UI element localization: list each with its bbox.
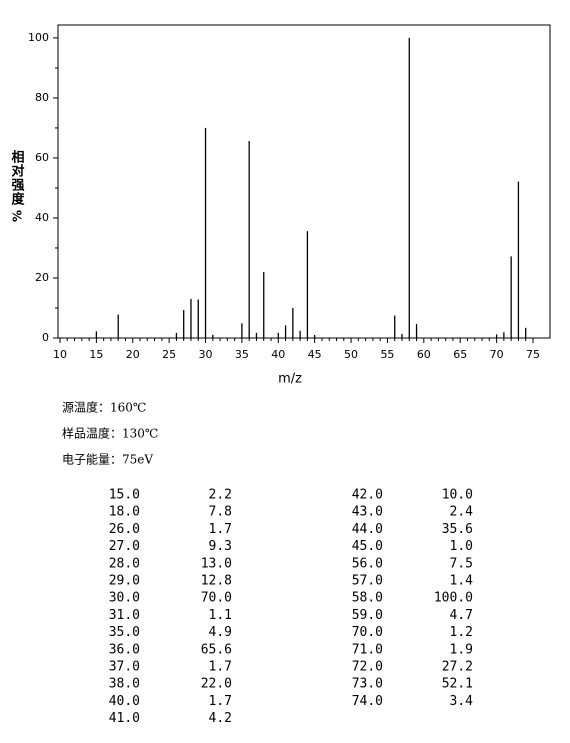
- y-tick-label: 60: [35, 151, 49, 164]
- mz-cell: 45.0: [352, 539, 383, 554]
- mz-cell: 71.0: [352, 642, 383, 657]
- x-tick-label: 70: [490, 348, 504, 361]
- x-tick-label: 60: [417, 348, 431, 361]
- mz-cell: 57.0: [352, 574, 383, 589]
- y-tick-label: 0: [42, 331, 49, 344]
- plot-frame: [57, 24, 551, 339]
- intensity-cell: 1.7: [209, 660, 232, 675]
- mz-cell: 26.0: [109, 522, 140, 537]
- intensity-cell: 65.6: [201, 642, 232, 657]
- intensity-cell: 1.2: [450, 625, 473, 640]
- mz-cell: 44.0: [352, 522, 383, 537]
- mz-cell: 70.0: [352, 625, 383, 640]
- intensity-cell: 10.0: [442, 488, 473, 503]
- mz-cell: 28.0: [109, 556, 140, 571]
- mz-cell: 74.0: [352, 694, 383, 709]
- info-line: 电子能量：75eV: [62, 453, 153, 467]
- intensity-cell: 100.0: [434, 591, 473, 606]
- x-tick-label: 30: [199, 348, 213, 361]
- intensity-cell: 2.4: [450, 505, 474, 520]
- x-tick-label: 25: [162, 348, 176, 361]
- intensity-cell: 12.8: [201, 574, 232, 589]
- y-tick-label: 100: [28, 31, 49, 44]
- y-axis-label-unit: %: [11, 210, 25, 222]
- intensity-cell: 52.1: [442, 677, 473, 692]
- y-axis-label: 强: [11, 179, 24, 194]
- intensity-cell: 1.7: [209, 694, 232, 709]
- intensity-cell: 2.2: [209, 488, 232, 503]
- intensity-cell: 35.6: [442, 522, 473, 537]
- intensity-cell: 22.0: [201, 677, 232, 692]
- mz-cell: 58.0: [352, 591, 383, 606]
- mz-cell: 29.0: [109, 574, 140, 589]
- mz-cell: 27.0: [109, 539, 140, 554]
- mz-cell: 38.0: [109, 677, 140, 692]
- mz-cell: 43.0: [352, 505, 383, 520]
- mz-cell: 72.0: [352, 660, 383, 675]
- info-line: 样品温度：130℃: [62, 426, 158, 441]
- mz-cell: 36.0: [109, 642, 140, 657]
- y-tick-label: 20: [35, 271, 49, 284]
- x-tick-label: 55: [380, 348, 394, 361]
- intensity-cell: 9.3: [209, 539, 232, 554]
- intensity-cell: 13.0: [201, 556, 232, 571]
- mz-cell: 42.0: [352, 488, 383, 503]
- x-tick-label: 10: [53, 348, 67, 361]
- mz-cell: 35.0: [109, 625, 140, 640]
- x-tick-label: 65: [453, 348, 467, 361]
- intensity-cell: 4.2: [209, 711, 232, 726]
- intensity-cell: 4.7: [450, 608, 473, 623]
- intensity-cell: 7.8: [209, 505, 232, 520]
- y-tick-label: 40: [35, 211, 49, 224]
- y-axis-label: 度: [11, 192, 25, 208]
- y-axis-label: 相: [11, 150, 24, 166]
- mz-cell: 18.0: [109, 505, 140, 520]
- intensity-cell: 1.7: [209, 522, 232, 537]
- x-tick-label: 75: [526, 348, 540, 361]
- intensity-cell: 7.5: [450, 556, 473, 571]
- x-tick-label: 50: [344, 348, 358, 361]
- mz-cell: 73.0: [352, 677, 383, 692]
- intensity-cell: 1.4: [450, 574, 474, 589]
- intensity-cell: 1.9: [450, 642, 473, 657]
- intensity-cell: 4.9: [209, 625, 232, 640]
- intensity-cell: 1.1: [209, 608, 232, 623]
- x-tick-label: 20: [126, 348, 140, 361]
- x-tick-label: 35: [235, 348, 249, 361]
- intensity-cell: 1.0: [450, 539, 473, 554]
- info-line: 源温度：160℃: [62, 400, 146, 415]
- mz-cell: 37.0: [109, 660, 140, 675]
- mz-cell: 41.0: [109, 711, 140, 726]
- mz-cell: 31.0: [109, 608, 140, 623]
- mz-cell: 56.0: [352, 556, 383, 571]
- intensity-cell: 70.0: [201, 591, 232, 606]
- x-tick-label: 40: [271, 348, 285, 361]
- x-axis-label: m/z: [278, 372, 302, 387]
- intensity-cell: 27.2: [442, 660, 473, 675]
- y-tick-label: 80: [35, 91, 49, 104]
- y-axis-label: 对: [11, 164, 24, 180]
- x-tick-label: 15: [89, 348, 103, 361]
- mz-cell: 15.0: [109, 488, 140, 503]
- mz-cell: 59.0: [352, 608, 383, 623]
- mz-cell: 40.0: [109, 694, 140, 709]
- x-tick-label: 45: [308, 348, 322, 361]
- intensity-cell: 3.4: [450, 694, 474, 709]
- mz-cell: 30.0: [109, 591, 140, 606]
